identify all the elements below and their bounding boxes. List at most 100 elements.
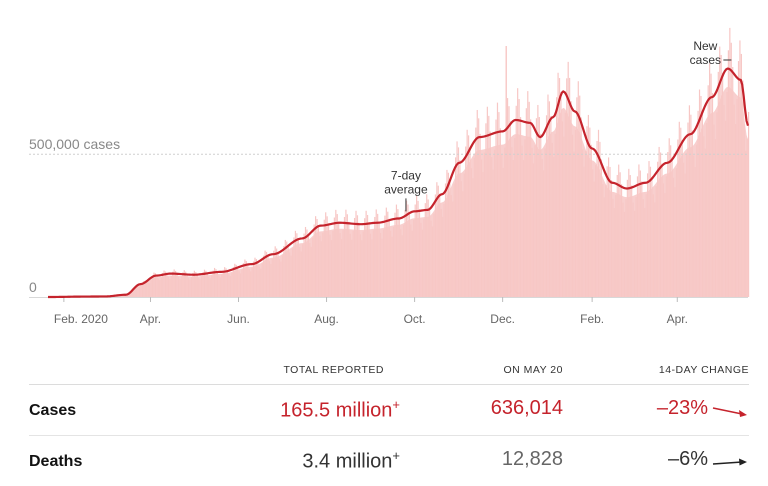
daily-case-bar xyxy=(332,231,333,297)
daily-case-bar xyxy=(200,279,201,297)
daily-case-bar xyxy=(472,178,473,297)
daily-case-bar xyxy=(674,187,675,297)
daily-case-bar xyxy=(553,157,554,297)
daily-case-bar xyxy=(140,285,141,297)
daily-case-bar xyxy=(292,248,293,297)
daily-case-bar xyxy=(363,231,364,297)
daily-case-bar xyxy=(660,152,661,297)
daily-case-bar xyxy=(697,111,698,297)
daily-case-bar xyxy=(347,214,348,297)
daily-case-bar xyxy=(716,112,717,297)
daily-case-bar xyxy=(695,167,696,297)
daily-case-bar xyxy=(350,234,351,297)
daily-case-bar xyxy=(393,227,394,297)
daily-case-bar xyxy=(677,140,678,297)
daily-case-bar xyxy=(654,202,655,297)
daily-case-bar xyxy=(250,271,251,297)
daily-case-bar xyxy=(262,263,263,297)
daily-case-bar xyxy=(257,262,258,297)
daily-case-bar xyxy=(322,233,323,297)
daily-case-bar xyxy=(417,201,418,297)
daily-case-bar xyxy=(373,230,374,297)
annotation-cases-line2: cases xyxy=(690,53,721,67)
daily-case-bar xyxy=(511,147,512,297)
daily-case-bar xyxy=(475,128,476,297)
daily-case-bar xyxy=(182,272,183,297)
daily-case-bar xyxy=(635,197,636,297)
daily-case-bar xyxy=(725,121,726,297)
daily-case-bar xyxy=(441,209,442,297)
trend-down-arrow-icon xyxy=(711,405,749,419)
daily-case-bar xyxy=(429,208,430,297)
daily-case-bar xyxy=(656,186,657,297)
daily-case-bar xyxy=(410,224,411,297)
daily-case-bar xyxy=(471,168,472,297)
daily-case-bar xyxy=(534,145,535,297)
daily-case-bar xyxy=(687,123,688,297)
daily-case-bar xyxy=(702,110,703,297)
daily-case-bar xyxy=(402,235,403,297)
daily-case-bar xyxy=(595,165,596,297)
daily-case-bar xyxy=(647,173,648,297)
daily-case-bar xyxy=(594,182,595,297)
daily-case-bar xyxy=(442,217,443,297)
daily-case-bar xyxy=(243,263,244,297)
row-label-cases: Cases xyxy=(29,402,76,420)
daily-case-bar xyxy=(516,106,517,297)
daily-case-bar xyxy=(283,246,284,297)
daily-case-bar xyxy=(731,43,732,297)
daily-case-bar xyxy=(438,186,439,297)
daily-case-bar xyxy=(178,277,179,297)
daily-case-bar xyxy=(581,117,582,297)
daily-case-bar xyxy=(686,153,687,297)
daily-case-bar xyxy=(156,275,157,297)
daily-case-bar xyxy=(289,252,290,297)
daily-case-bar xyxy=(211,275,212,297)
daily-case-bar xyxy=(491,157,492,297)
daily-case-bar xyxy=(409,212,410,297)
daily-case-bar xyxy=(404,210,405,297)
daily-case-bar xyxy=(293,237,294,297)
daily-case-bar xyxy=(493,170,494,297)
daily-case-bar xyxy=(706,123,707,297)
annotation-7-day-line1: 7-day xyxy=(391,168,421,182)
daily-case-bar xyxy=(266,252,267,297)
daily-case-bar xyxy=(247,264,248,297)
daily-case-bar xyxy=(318,225,319,297)
daily-case-bar xyxy=(722,73,723,297)
daily-case-bar xyxy=(696,145,697,297)
daily-case-bar xyxy=(464,173,465,297)
daily-case-bar xyxy=(676,168,677,297)
daily-case-bar xyxy=(736,99,737,297)
daily-case-bar xyxy=(549,101,550,297)
daily-case-bar xyxy=(329,235,330,297)
daily-case-bar xyxy=(611,180,612,297)
daily-case-bar xyxy=(215,269,216,297)
table-row-cases: Cases 165.5 million+ 636,014 –23% xyxy=(29,385,749,436)
y-tick-label: 0 xyxy=(29,279,37,295)
daily-case-bar xyxy=(484,153,485,297)
daily-case-bar xyxy=(683,163,684,297)
x-tick-label: Aug. xyxy=(314,312,339,326)
daily-case-bar xyxy=(591,145,592,297)
daily-case-bar xyxy=(630,175,631,297)
daily-case-bar xyxy=(586,126,587,297)
daily-case-bar xyxy=(321,241,322,297)
daily-case-bar xyxy=(570,101,571,297)
daily-case-bar xyxy=(523,160,524,297)
daily-case-bar xyxy=(161,277,162,297)
daily-case-bar xyxy=(634,211,635,297)
daily-case-bar xyxy=(358,223,359,297)
daily-case-bar xyxy=(661,164,662,297)
daily-case-bar xyxy=(187,274,188,297)
daily-case-bar xyxy=(171,276,172,297)
daily-case-bar xyxy=(246,261,247,297)
daily-case-bar xyxy=(387,212,388,297)
daily-case-bar xyxy=(364,218,365,297)
daily-case-bar xyxy=(495,120,496,297)
daily-case-bar xyxy=(342,230,343,297)
daily-case-bar xyxy=(631,186,632,297)
daily-case-bar xyxy=(139,287,140,297)
daily-case-bar xyxy=(607,166,608,297)
daily-case-bar xyxy=(361,240,362,297)
